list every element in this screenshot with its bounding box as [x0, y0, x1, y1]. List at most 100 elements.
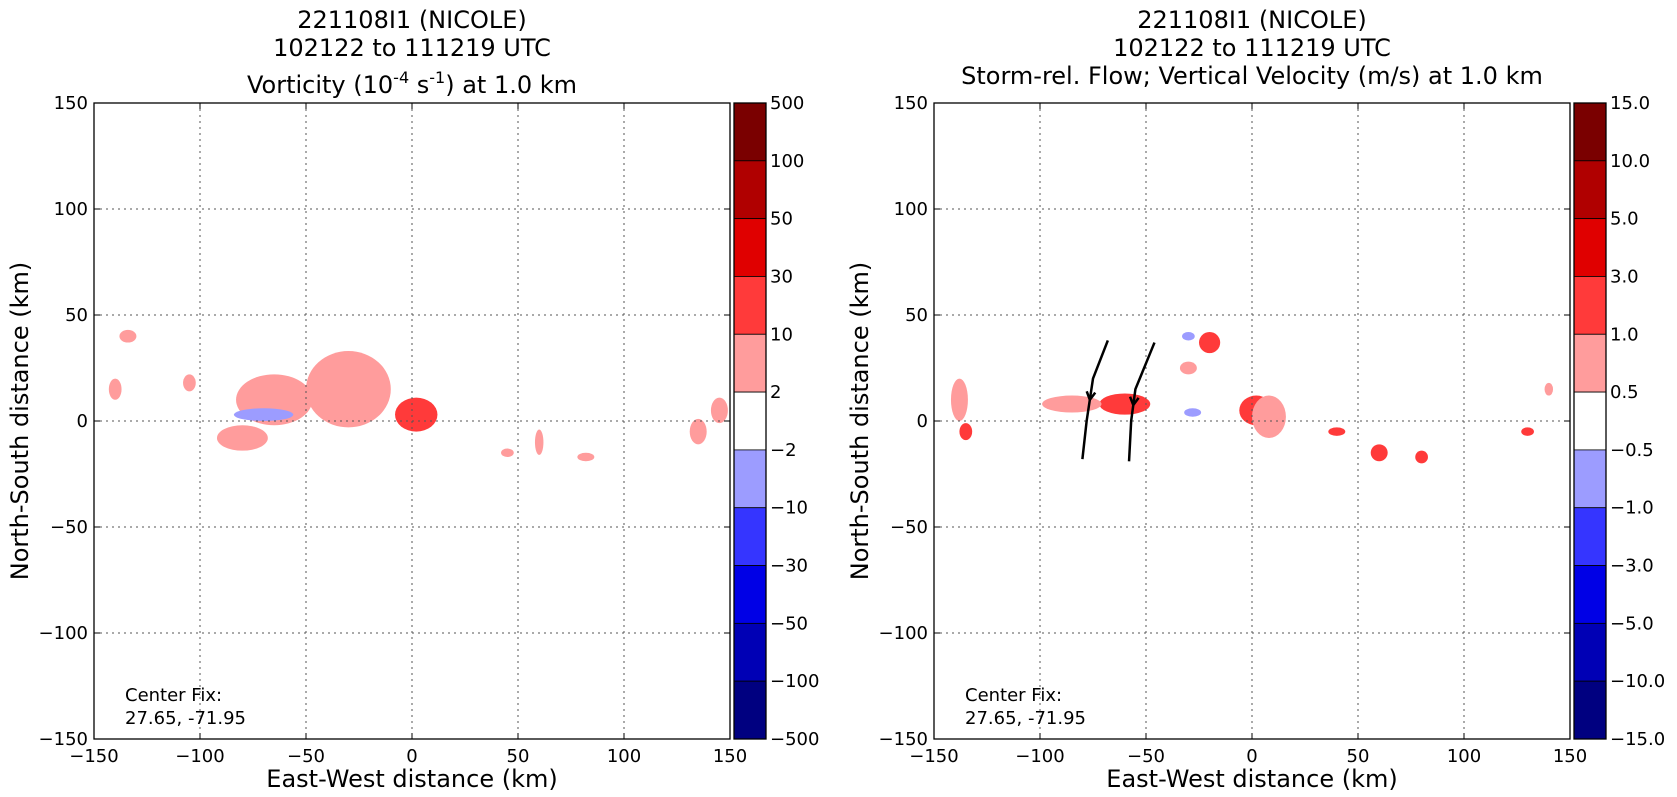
y-tick-label: 50 [905, 305, 928, 326]
colorbar-swatch [733, 622, 767, 682]
title-part-mid: s [409, 71, 429, 99]
contour-patch [577, 452, 595, 462]
colorbar-swatch [733, 680, 767, 740]
chart-title-line: 221108I1 (NICOLE) [297, 6, 527, 34]
contour-patch [216, 425, 268, 451]
y-tick-label: −150 [879, 729, 928, 750]
colorbar-swatch [733, 218, 767, 277]
contour-patch [1184, 408, 1202, 417]
contour-patch [233, 408, 294, 422]
colorbar-label: 30 [770, 266, 793, 287]
x-tick-label: 100 [607, 746, 641, 767]
title-part-suffix: ) at 1.0 km [445, 71, 577, 99]
contour-patch [108, 378, 122, 400]
contour-patch [1415, 450, 1428, 464]
y-tick-label: −100 [39, 623, 88, 644]
center-fix-annotation: Center Fix: [125, 685, 222, 706]
contour-patch [1252, 395, 1286, 438]
colorbar-label: 2 [770, 382, 781, 403]
x-tick-label: 0 [406, 746, 417, 767]
x-axis-label: East-West distance (km) [266, 765, 557, 793]
colorbar-label: −30 [770, 556, 808, 577]
colorbar-label: 5.0 [1610, 209, 1639, 230]
x-tick-label: −150 [909, 746, 958, 767]
chart-title-line: Storm-rel. Flow; Vertical Velocity (m/s)… [961, 62, 1543, 90]
y-tick-label: 0 [917, 411, 928, 432]
colorbar-swatch [733, 449, 767, 509]
streamline-arrow [1128, 396, 1140, 408]
y-tick-label: 150 [894, 93, 928, 114]
x-tick-label: 150 [713, 746, 747, 767]
contour-patch [959, 423, 973, 441]
contour-patch [306, 351, 391, 428]
grid [934, 103, 1570, 739]
colorbar-label: −10.0 [1610, 671, 1665, 692]
contour-patch [119, 329, 137, 343]
contour-patch [1042, 395, 1102, 413]
chart-title-line: 102122 to 111219 UTC [273, 34, 551, 62]
colorbar-label: 500 [770, 93, 804, 114]
colorbar-label: −500 [770, 729, 819, 750]
colorbar-swatch [733, 102, 767, 162]
colorbar-swatch [733, 160, 767, 220]
colorbar-swatch [733, 276, 767, 335]
colorbar-swatch [1573, 507, 1607, 566]
x-tick-label: 50 [507, 746, 530, 767]
y-tick-label: −150 [39, 729, 88, 750]
contour-patch [183, 374, 196, 392]
colorbar-label: 100 [770, 151, 804, 172]
colorbar-label: 50 [770, 209, 793, 230]
colorbar-label: −2 [770, 440, 797, 461]
y-axis-label: North-South distance (km) [6, 262, 34, 581]
panel-1: 221108I1 (NICOLE)102122 to 111219 UTC Vor… [6, 6, 819, 793]
colorbar-swatch [1573, 102, 1607, 162]
colorbar-swatch [1573, 680, 1607, 740]
colorbar-swatch [1573, 333, 1607, 393]
colorbar-label: 1.0 [1610, 324, 1639, 345]
contour-patch [395, 397, 438, 432]
data-features [950, 331, 1554, 464]
chart-title-line: 221108I1 (NICOLE) [1137, 6, 1367, 34]
colorbar: 500 100 50 30 10 2 −2 −10 −30 −50 −100 −500 [733, 93, 819, 750]
colorbar-frame [1573, 102, 1607, 740]
contour-patch [1370, 444, 1388, 462]
x-tick-label: −100 [1015, 746, 1064, 767]
contour-patch [1544, 382, 1554, 396]
colorbar-swatch [1573, 160, 1607, 220]
colorbar-label: −0.5 [1610, 440, 1654, 461]
x-tick-label: 50 [1347, 746, 1370, 767]
chart-title-line: 102122 to 111219 UTC [1113, 34, 1391, 62]
contour-patch [1182, 331, 1195, 341]
colorbar-label: 15.0 [1610, 93, 1650, 114]
colorbar-swatch [733, 333, 767, 393]
colorbar-swatch [1573, 276, 1607, 335]
colorbar-label: 3.0 [1610, 266, 1639, 287]
contour-patch [1521, 427, 1534, 436]
contour-patch [689, 418, 707, 445]
chart-title-product: Vorticity (10-4 s-1) at 1.0 km [247, 68, 577, 99]
x-tick-label: 150 [1553, 746, 1587, 767]
colorbar-swatch [1573, 449, 1607, 509]
center-fix-annotation: Center Fix: [965, 685, 1062, 706]
y-axis-label: North-South distance (km) [846, 262, 874, 581]
y-tick-label: 0 [77, 411, 88, 432]
colorbar-swatch [733, 507, 767, 566]
colorbar-label: −100 [770, 671, 819, 692]
y-tick-label: 50 [65, 305, 88, 326]
colorbar-label: −5.0 [1610, 613, 1654, 634]
contour-patch [534, 429, 544, 455]
grid [94, 103, 730, 739]
y-tick-label: 150 [54, 93, 88, 114]
y-tick-label: −100 [879, 623, 928, 644]
colorbar-swatch [1573, 565, 1607, 624]
contour-patch [710, 397, 728, 424]
x-tick-label: 0 [1246, 746, 1257, 767]
colorbar-label: 0.5 [1610, 382, 1639, 403]
x-axis-label: East-West distance (km) [1106, 765, 1397, 793]
contour-patch [501, 448, 514, 458]
x-tick-label: −50 [287, 746, 325, 767]
colorbar: 15.0 10.0 5.0 3.0 1.0 0.5 −0.5 −1.0 −3.0 −5.0 −10.… [1573, 93, 1665, 750]
colorbar-label: 10.0 [1610, 151, 1650, 172]
x-tick-label: 100 [1447, 746, 1481, 767]
